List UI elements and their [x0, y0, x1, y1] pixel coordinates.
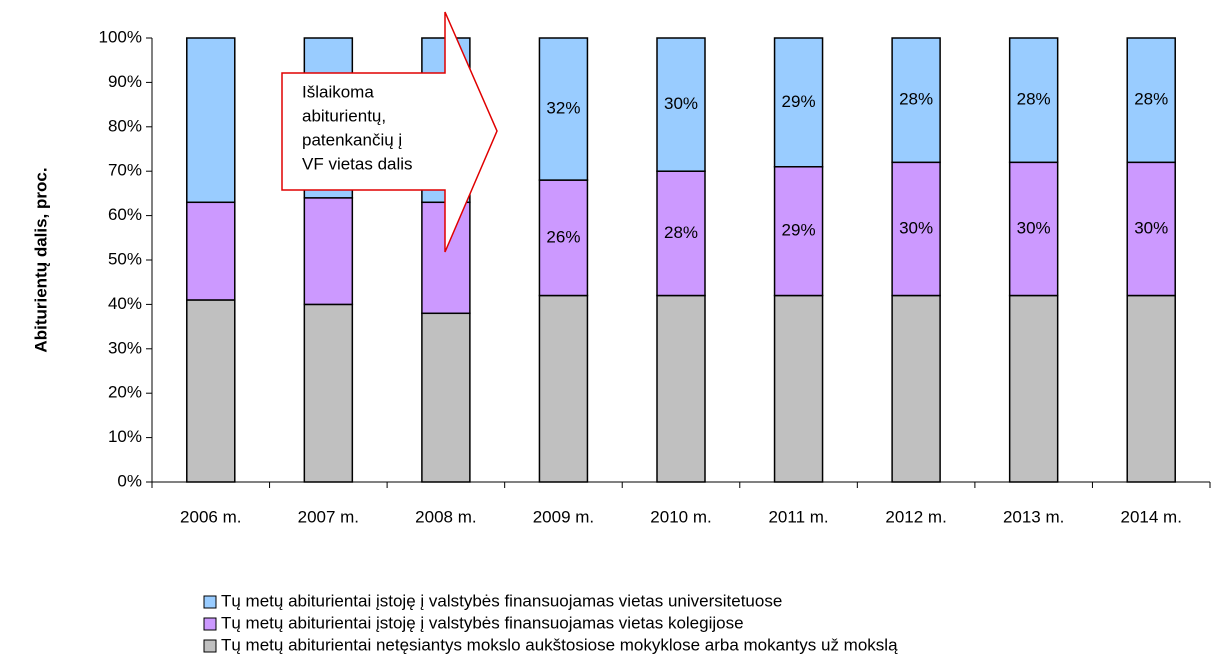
- bar-segment: [1126, 294, 1176, 483]
- y-tick-label: 10%: [108, 427, 142, 446]
- legend-swatch: [203, 595, 217, 609]
- bar-segment: [186, 299, 236, 483]
- bar-segment: [773, 37, 824, 168]
- value-label: 30%: [1134, 218, 1168, 237]
- legend-label: Tų metų abiturientai įstoję į valstybės …: [221, 613, 744, 632]
- bar-segment: [891, 161, 941, 297]
- y-tick-label: 90%: [108, 72, 142, 91]
- x-tick-label: 2008 m.: [415, 507, 476, 526]
- x-tick-label: 2014 m.: [1121, 507, 1182, 526]
- bar-segment: [303, 303, 354, 483]
- bar-segment: [891, 37, 941, 164]
- bar-segment: [186, 201, 236, 301]
- bar-segment: [538, 294, 589, 483]
- annotation: Išlaikoma: [302, 82, 374, 101]
- bar-segment: [656, 170, 706, 297]
- bar-segment: [1126, 161, 1176, 297]
- bar-segment: [1126, 37, 1176, 164]
- x-tick-label: 2007 m.: [298, 507, 359, 526]
- bar-segment: [656, 294, 706, 483]
- value-label: 26%: [546, 227, 580, 246]
- value-label: 28%: [664, 223, 698, 242]
- y-tick-label: 20%: [108, 383, 142, 402]
- y-tick-label: 70%: [108, 161, 142, 180]
- annotation: VF vietas dalis: [302, 154, 413, 173]
- x-tick-label: 2006 m.: [180, 507, 241, 526]
- value-label: 29%: [782, 221, 816, 240]
- x-tick-label: 2013 m.: [1003, 507, 1064, 526]
- value-label: 32%: [546, 99, 580, 118]
- bar-segment: [538, 37, 589, 181]
- value-label: 30%: [1017, 218, 1051, 237]
- value-label: 28%: [1017, 90, 1051, 109]
- annotation: patenkančių į: [302, 130, 402, 149]
- legend-label: Tų metų abiturientai netęsiantys mokslo …: [221, 635, 898, 654]
- x-tick-label: 2011 m.: [768, 507, 828, 526]
- bar-segment: [538, 179, 589, 297]
- x-tick-label: 2009 m.: [533, 507, 594, 526]
- value-label: 28%: [1134, 90, 1168, 109]
- y-tick-label: 0%: [117, 471, 142, 490]
- bar-segment: [303, 197, 354, 306]
- annotation: abiturientų,: [302, 106, 386, 125]
- legend-label: Tų metų abiturientai įstoję į valstybės …: [221, 591, 782, 610]
- x-tick-label: 2010 m.: [650, 507, 711, 526]
- bar-segment: [773, 294, 824, 483]
- y-axis-label: Abiturientų dalis, proc.: [31, 167, 50, 352]
- x-tick-label: 2012 m.: [885, 507, 946, 526]
- bar-segment: [656, 37, 706, 172]
- y-tick-label: 50%: [108, 249, 142, 268]
- bar-segment: [1008, 37, 1059, 164]
- bar-segment: [1008, 294, 1059, 483]
- value-label: 30%: [664, 94, 698, 113]
- y-tick-label: 40%: [108, 294, 142, 313]
- value-label: 29%: [782, 92, 816, 111]
- y-tick-label: 80%: [108, 116, 142, 135]
- bar-segment: [891, 294, 941, 483]
- bar-segment: [421, 312, 471, 483]
- value-label: 28%: [899, 90, 933, 109]
- y-tick-label: 60%: [108, 205, 142, 224]
- value-label: 30%: [899, 218, 933, 237]
- legend-swatch: [203, 639, 217, 653]
- bar-segment: [773, 166, 824, 297]
- callout-arrow: [281, 11, 498, 253]
- y-tick-label: 30%: [108, 338, 142, 357]
- legend-swatch: [203, 617, 217, 631]
- bar-segment: [186, 37, 236, 204]
- y-tick-label: 100%: [99, 27, 142, 46]
